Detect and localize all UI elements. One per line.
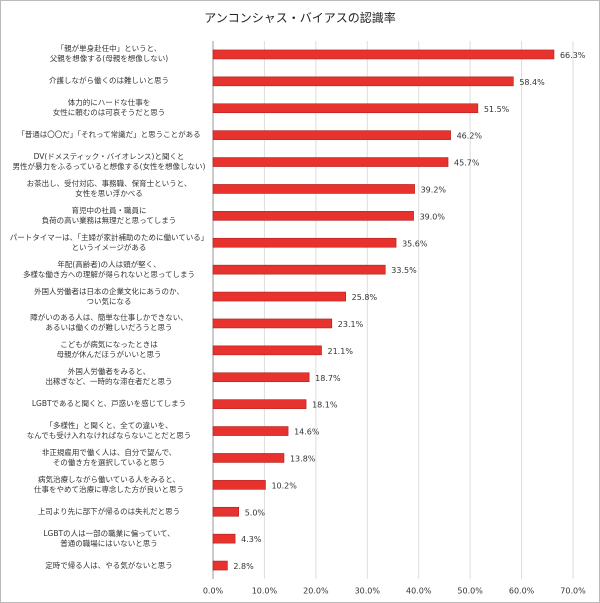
bar: [212, 237, 397, 248]
category-label: 体力的にハードな仕事を 女性に頼むのは可哀そうだと思う: [52, 98, 166, 118]
category-label: 外国人労働者をみると、 出稼ぎなど、一時的な滞在者だと思う: [45, 367, 173, 387]
category-label: パートタイマーは、「主婦が家計補助のために働いている」 というイメージがある: [9, 232, 209, 252]
value-label: 10.2%: [271, 481, 297, 490]
category-label: 外国人労働者は日本の企業文化にあうのか、 つい気になる: [34, 286, 184, 306]
bar: [212, 345, 322, 356]
x-tick-label: 10.0%: [252, 587, 278, 596]
value-label: 18.1%: [312, 401, 338, 410]
category-label: こどもが病気になったときは 母親が休んだほうがいいと思う: [56, 340, 162, 360]
category-label: 病気治療しながら働いている人をみると、 仕事をやめて治療に専念した方が良いと思う: [34, 474, 184, 494]
bar: [212, 211, 414, 221]
bar: [212, 291, 346, 302]
value-label: 51.5%: [484, 105, 510, 114]
value-label: 25.8%: [352, 293, 378, 302]
bar: [212, 480, 266, 490]
bar: [212, 453, 285, 463]
category-label: 介護しながら働くのは難しいと思う: [49, 76, 169, 86]
value-label: 23.1%: [338, 320, 364, 329]
category-label: 上司より先に部下が帰るのは失礼だと思う: [37, 506, 181, 516]
category-label: 定時で帰る人は、やる気がないと思う: [45, 560, 173, 570]
x-tick-label: 30.0%: [355, 587, 381, 596]
value-label: 14.6%: [294, 428, 320, 437]
bar: [212, 426, 289, 436]
bar: [212, 318, 333, 329]
x-tick-label: 40.0%: [406, 587, 432, 596]
x-tick-label: 70.0%: [560, 587, 586, 596]
bar: [212, 130, 451, 140]
value-label: 13.8%: [290, 454, 316, 463]
bar: [212, 184, 415, 194]
category-label: 非正規雇用で働く人は、自分で望んで、 その働き方を選択していると思う: [41, 447, 177, 467]
value-label: 4.3%: [241, 535, 262, 544]
value-label: 21.1%: [328, 347, 354, 356]
category-label: 「多様性」と聞くと、全ての違いを、 なんでも受け入れなければならないことだと思う: [26, 421, 192, 441]
bar: [212, 49, 555, 60]
bar: [212, 157, 449, 167]
value-label: 35.6%: [402, 239, 428, 248]
bar: [212, 76, 514, 87]
bar: [212, 103, 479, 114]
category-label: 「普通は〇〇だ」「それって常識だ」と思うことがある: [17, 130, 201, 140]
category-label: DV(ドメスティック・バイオレンス)と聞くと 男性が暴力をふるっていると想像する…: [12, 152, 206, 172]
category-label: LGBTの人は一部の職業に偏っていて、 普通の職場にはいないと思う: [43, 528, 175, 548]
bar: [212, 372, 310, 383]
value-label: 66.3%: [560, 51, 586, 60]
category-label: 年配(高齢者)の人は頭が堅く、 多様な働き方への理解が得られないと思ってしまう: [22, 259, 196, 279]
value-label: 39.0%: [420, 212, 446, 221]
value-label: 45.7%: [454, 159, 480, 168]
bar: [212, 264, 386, 275]
value-label: 18.7%: [315, 374, 341, 383]
chart-title: アンコンシャス・バイアスの認識率: [204, 11, 396, 25]
bar: [212, 560, 228, 571]
bar: [212, 533, 236, 544]
bar: [212, 506, 240, 517]
category-label: 育児中の社員・職員に 負荷の高い業務は無理だと思ってしまう: [41, 205, 177, 225]
value-label: 39.2%: [421, 185, 447, 194]
value-label: 2.8%: [233, 562, 254, 571]
value-label: 5.0%: [245, 508, 266, 517]
x-tick-label: 0.0%: [203, 587, 224, 596]
category-label: 障がいのある人は、簡単な仕事しかできない、 あるいは働くのが難しいだろうと思う: [30, 313, 188, 333]
bar: [212, 399, 307, 409]
category-label: 「親が単身赴任中」というと、 父親を想像する(母親を想像しない): [49, 44, 169, 64]
x-tick-label: 50.0%: [457, 587, 483, 596]
category-label: LGBTであると聞くと、戸惑いを感じてしまう: [31, 399, 187, 409]
value-label: 58.4%: [519, 78, 545, 87]
x-tick-label: 60.0%: [509, 587, 535, 596]
category-label: お茶出し、受付対応、事務職、保育士というと、 女性を思い浮かべる: [26, 178, 192, 198]
value-label: 46.2%: [457, 132, 483, 141]
x-tick-label: 20.0%: [303, 587, 329, 596]
value-label: 33.5%: [391, 266, 417, 275]
